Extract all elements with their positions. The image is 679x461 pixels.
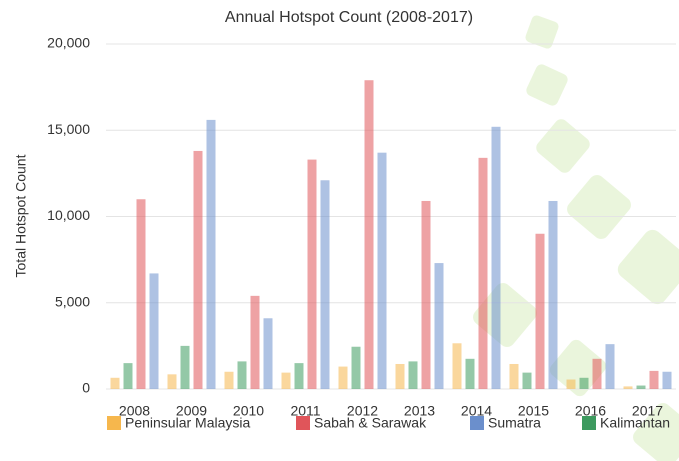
bar <box>194 151 203 389</box>
bar <box>321 180 330 389</box>
bar <box>567 380 576 389</box>
bar <box>435 263 444 389</box>
y-tick-label: 15,000 <box>47 121 90 137</box>
bar <box>492 127 501 389</box>
bar <box>238 361 247 389</box>
legend-swatch <box>470 416 484 430</box>
y-axis-title: Total Hotspot Count <box>13 154 29 277</box>
legend-label: Kalimantan <box>600 415 670 431</box>
legend-label: Sumatra <box>488 415 541 431</box>
chart-title: Annual Hotspot Count (2008-2017) <box>225 9 473 26</box>
bar <box>365 80 374 389</box>
legend-swatch <box>296 416 310 430</box>
bar <box>580 378 589 389</box>
y-tick-label: 20,000 <box>47 35 90 51</box>
bar <box>479 158 488 389</box>
legend-swatch <box>582 416 596 430</box>
bar <box>523 373 532 389</box>
bar <box>150 273 159 389</box>
decoration <box>470 14 679 461</box>
bar <box>207 120 216 389</box>
bar <box>378 153 387 389</box>
bar <box>606 344 615 389</box>
bar <box>466 359 475 389</box>
bar <box>264 318 273 389</box>
bar <box>409 361 418 389</box>
bar <box>282 373 291 389</box>
legend-label: Peninsular Malaysia <box>125 415 250 431</box>
bar <box>637 386 646 389</box>
bar <box>295 363 304 389</box>
bar <box>124 363 133 389</box>
bar <box>510 364 519 389</box>
bar <box>536 234 545 389</box>
bar <box>593 359 602 389</box>
bar <box>168 374 177 389</box>
bar <box>111 378 120 389</box>
bar <box>663 372 672 389</box>
bar <box>181 346 190 389</box>
bar <box>624 386 633 389</box>
y-tick-label: 10,000 <box>47 207 90 223</box>
legend-label: Sabah & Sarawak <box>314 415 427 431</box>
y-tick-label: 5,000 <box>55 293 90 309</box>
y-tick-label: 0 <box>82 380 90 396</box>
bar <box>422 201 431 389</box>
bar <box>396 364 405 389</box>
bar <box>650 371 659 389</box>
bar <box>225 372 234 389</box>
bar <box>339 367 348 389</box>
chart: Annual Hotspot Count (2008-2017) Total H… <box>0 0 679 461</box>
bar <box>549 201 558 389</box>
legend-swatch <box>107 416 121 430</box>
bar <box>453 343 462 389</box>
bar <box>352 347 361 389</box>
bar <box>308 160 317 389</box>
bar <box>137 199 146 389</box>
bar <box>251 296 260 389</box>
